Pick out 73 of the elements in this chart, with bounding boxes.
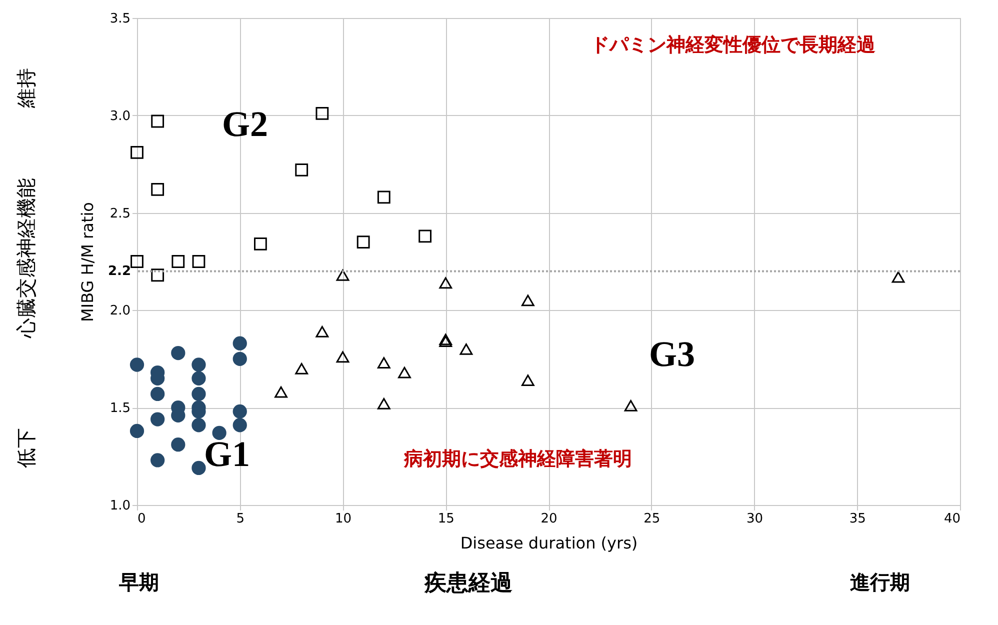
point: [377, 190, 390, 204]
y-axis-title: MIBG H/M ratio: [78, 202, 97, 322]
y-tick-label: 1.5: [110, 401, 130, 416]
point: [232, 336, 247, 350]
point: [418, 230, 432, 243]
y-tick-label: 2.5: [110, 206, 130, 222]
annotation: G3: [648, 334, 696, 374]
point: [295, 362, 308, 374]
point: [232, 352, 247, 366]
point: [130, 358, 144, 372]
point: [254, 238, 267, 250]
point: [192, 255, 206, 268]
point: [232, 418, 247, 432]
point: [130, 255, 144, 268]
x-tick-label: 40: [944, 512, 960, 526]
x-tick-label: 35: [849, 512, 866, 526]
annotation: 病初期に交感神経障害著明: [403, 448, 632, 470]
point: [192, 386, 206, 402]
point: [398, 366, 411, 378]
point: [316, 326, 329, 338]
ref-line-label: 2.2: [108, 264, 131, 280]
x-tick-label: 10: [334, 512, 352, 526]
point: [439, 277, 452, 289]
point: [171, 438, 186, 452]
point: [624, 400, 638, 412]
point: [377, 357, 390, 368]
point: [521, 294, 534, 306]
point: [151, 114, 164, 128]
text: 早期: [118, 570, 159, 594]
x-tick-label: 20: [540, 512, 558, 526]
point: [232, 404, 247, 419]
point: [150, 386, 165, 402]
point: [172, 255, 185, 268]
point: [521, 374, 534, 386]
point: [192, 418, 206, 432]
x-tick-label: 5: [236, 512, 245, 526]
point: [295, 163, 308, 176]
x-tick-label: 15: [438, 512, 454, 526]
point: [892, 271, 905, 283]
annotation: ドパミン神経変性優位で長期経過: [590, 34, 876, 56]
point: [130, 146, 144, 159]
point: [377, 398, 390, 410]
x-tick-label: 25: [644, 512, 660, 526]
point: [130, 424, 144, 438]
point: [316, 107, 329, 120]
point: [150, 453, 165, 468]
point: [192, 460, 206, 476]
y-tick-label: 2.0: [110, 304, 130, 319]
x-axis-title: Disease duration (yrs): [460, 534, 638, 552]
text: 進行期: [850, 570, 910, 594]
y-tick-label: 3.5: [110, 12, 130, 26]
point: [192, 371, 206, 386]
point: [356, 236, 370, 248]
point: [150, 412, 165, 426]
point: [274, 386, 288, 398]
point: [192, 358, 206, 372]
text: 維持: [14, 68, 38, 109]
point: [151, 182, 164, 196]
point: [212, 426, 226, 440]
point: [151, 268, 164, 282]
text: 疾患経過: [424, 571, 512, 596]
text: 低下: [14, 428, 38, 468]
point: [336, 351, 350, 363]
point: [460, 343, 473, 355]
y-tick-label: 1.0: [110, 498, 130, 514]
x-tick-label: 0: [138, 512, 146, 526]
point: [336, 269, 350, 281]
annotation: G2: [222, 104, 268, 144]
x-tick-label: 30: [746, 512, 764, 526]
y-tick-label: 3.0: [110, 108, 130, 124]
text: 心臓交感神経機能: [14, 178, 38, 339]
annotation: G1: [204, 434, 250, 474]
point: [171, 346, 186, 360]
